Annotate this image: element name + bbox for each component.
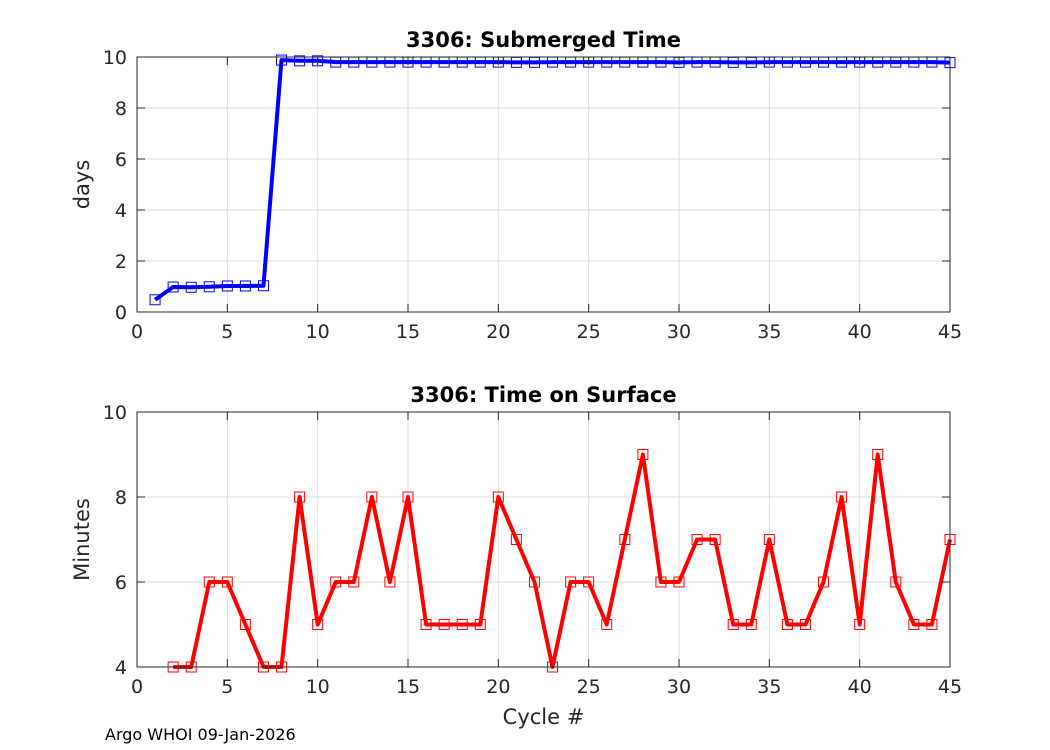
data-point [655, 576, 667, 588]
data-point [366, 491, 378, 503]
data-point [420, 619, 432, 630]
data-point [221, 576, 233, 588]
x-tick-label: 0 [131, 321, 143, 343]
x-axis-label: Cycle # [503, 705, 585, 729]
y-tick-label: 4 [115, 657, 127, 679]
series-line [153, 58, 951, 302]
data-point [673, 576, 685, 588]
x-tick-label: 15 [396, 321, 420, 343]
data-point [239, 619, 251, 630]
data-point [203, 281, 215, 293]
y-tick-label: 10 [103, 402, 127, 424]
x-tick-label: 10 [306, 676, 330, 698]
data-point [203, 576, 215, 588]
data-point [312, 619, 324, 630]
data-point [438, 619, 450, 630]
data-point [456, 619, 468, 630]
data-point [583, 576, 595, 588]
data-point [149, 294, 161, 306]
x-tick-label: 45 [938, 321, 962, 343]
x-tick-label: 25 [577, 321, 601, 343]
data-point [294, 491, 306, 503]
data-point [167, 281, 179, 293]
data-point [330, 576, 342, 588]
y-tick-label: 2 [115, 251, 127, 273]
data-point [637, 449, 649, 460]
data-point [257, 280, 269, 292]
data-point [528, 576, 540, 588]
x-tick-label: 40 [848, 676, 872, 698]
footer-credit: Argo WHOI 09-Jan-2026 [105, 725, 296, 744]
data-point [872, 449, 884, 460]
x-tick-label: 5 [221, 676, 233, 698]
y-tick-label: 0 [115, 302, 127, 324]
data-point [763, 534, 775, 545]
data-point [745, 619, 757, 630]
data-point [619, 534, 631, 545]
x-tick-label: 25 [577, 676, 601, 698]
axes-box [136, 411, 951, 668]
y-tick-label: 10 [103, 47, 127, 69]
chart-title: 3306: Time on Surface [410, 383, 676, 407]
x-tick-label: 20 [486, 676, 510, 698]
x-tick-label: 40 [848, 321, 872, 343]
data-point [908, 619, 920, 630]
data-point [727, 619, 739, 630]
data-point [565, 576, 577, 588]
data-point [276, 54, 288, 66]
x-tick-label: 20 [486, 321, 510, 343]
surface-time-chart: 0 5 10 15 20 25 30 35 40 45 4 6 8 10 3306: Time on Sur… [70, 383, 962, 729]
data-point [474, 619, 486, 630]
data-point [312, 55, 324, 67]
y-tick-label: 6 [115, 572, 127, 594]
data-point [781, 619, 793, 630]
submerged-time-chart: 0 5 10 15 20 25 30 35 40 45 0 2 4 6 8 10 3306: Submerged… [70, 28, 962, 343]
data-point [709, 534, 721, 545]
y-tick-label: 8 [115, 487, 127, 509]
plot-area [137, 57, 950, 312]
data-point [239, 280, 251, 292]
data-point [691, 534, 703, 545]
data-point [402, 491, 414, 503]
y-tick-label: 6 [115, 149, 127, 171]
data-point [348, 576, 360, 588]
y-tick-label: 4 [115, 200, 127, 222]
x-tick-label: 30 [667, 676, 691, 698]
y-axis-label: days [70, 160, 94, 210]
x-tick-label: 5 [221, 321, 233, 343]
data-point [185, 281, 197, 293]
x-tick-label: 10 [306, 321, 330, 343]
axes-box [136, 56, 951, 313]
chart-title: 3306: Submerged Time [406, 28, 681, 52]
data-point [294, 55, 306, 67]
y-axis-label: Minutes [70, 498, 94, 581]
data-point [601, 619, 613, 630]
data-point [890, 576, 902, 588]
series-line [173, 452, 952, 669]
data-point [926, 619, 938, 630]
x-tick-label: 30 [667, 321, 691, 343]
y-tick-label: 8 [115, 98, 127, 120]
data-point [854, 619, 866, 630]
x-tick-label: 35 [757, 676, 781, 698]
data-point [799, 619, 811, 630]
data-point [384, 576, 396, 588]
data-point [836, 491, 848, 503]
x-tick-label: 35 [757, 321, 781, 343]
data-point [492, 491, 504, 503]
data-point [221, 280, 233, 292]
x-tick-label: 45 [938, 676, 962, 698]
x-tick-label: 0 [131, 676, 143, 698]
x-tick-label: 15 [396, 676, 420, 698]
data-point [818, 576, 830, 588]
data-point [510, 534, 522, 545]
